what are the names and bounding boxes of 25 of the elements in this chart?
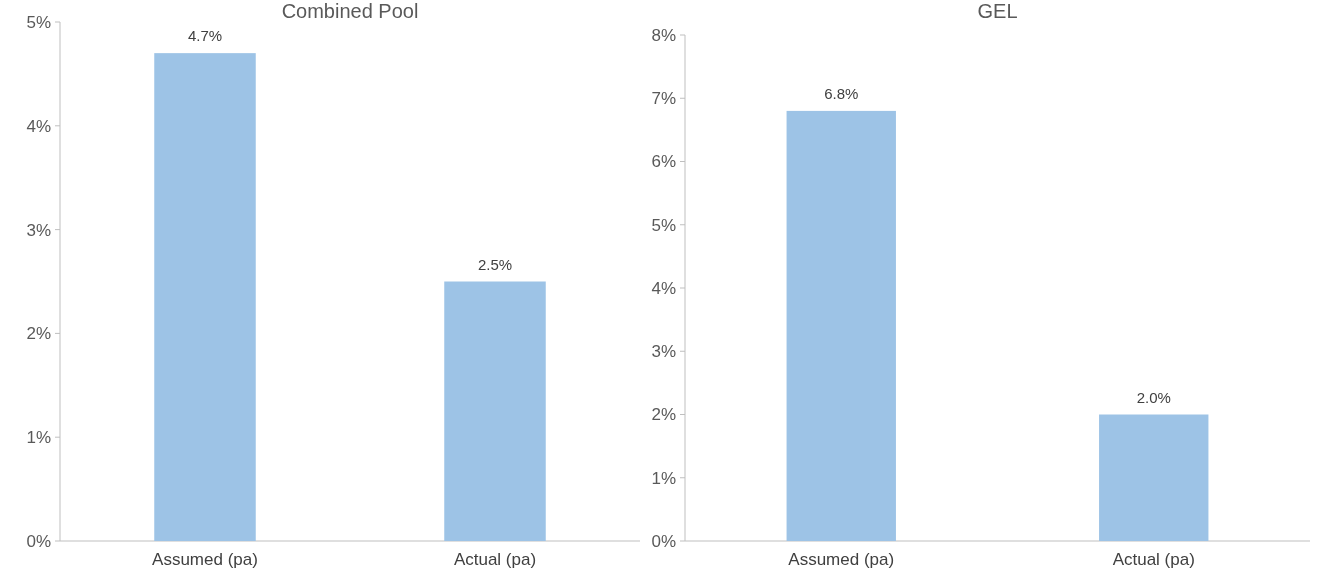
x-tick-label: Assumed (pa) [152,550,258,569]
x-tick-label: Assumed (pa) [788,550,895,569]
data-label: 2.0% [1136,388,1171,406]
y-tick-label: 0% [26,531,51,551]
y-tick-label: 4% [651,278,676,298]
x-tick-label: Actual (pa) [453,550,537,569]
y-tick-label: 5% [26,12,51,32]
chart-title: GEL [977,0,1018,22]
y-tick-label: 5% [651,215,676,235]
data-label: 6.8% [824,84,859,102]
y-tick-label: 2% [26,324,51,344]
data-label: 4.7% [187,27,223,45]
chart-title: Combined Pool [281,0,419,22]
y-tick-label: 6% [651,152,676,172]
y-tick-label: 7% [651,89,676,109]
y-tick-label: 4% [26,116,51,136]
y-tick-label: 2% [651,405,676,425]
y-tick-label: 0% [651,531,676,551]
y-tick-label: 3% [26,220,51,240]
data-label: 2.5% [477,255,513,273]
y-tick-label: 1% [26,428,51,448]
y-tick-label: 8% [651,25,676,45]
y-tick-label: 1% [651,468,676,488]
y-tick-label: 3% [651,342,676,362]
x-tick-label: Actual (pa) [1112,550,1195,569]
